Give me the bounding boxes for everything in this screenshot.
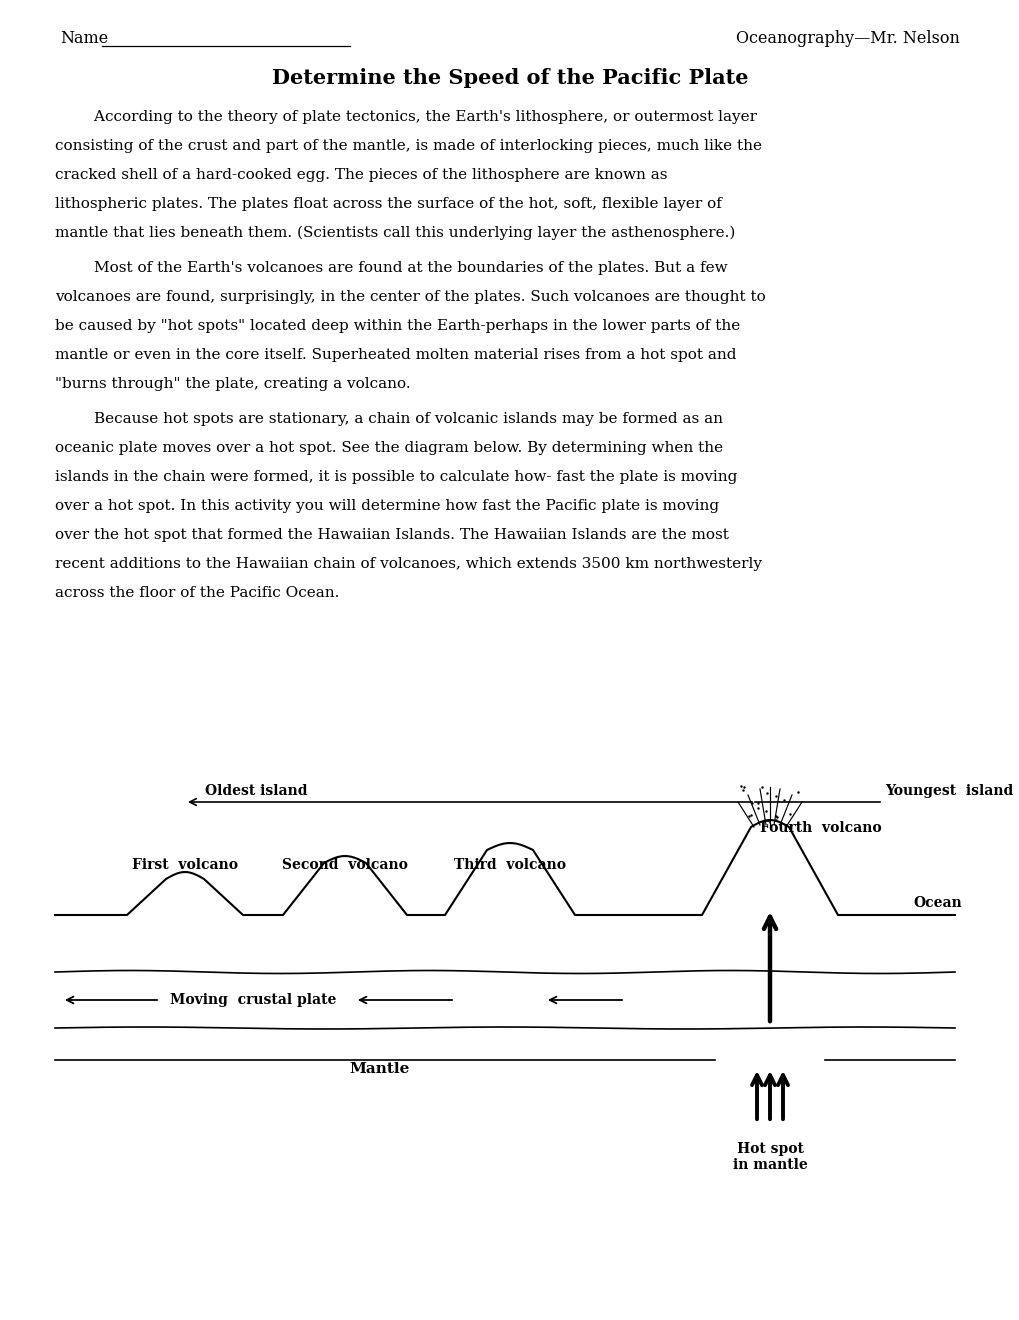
Text: Because hot spots are stationary, a chain of volcanic islands may be formed as a: Because hot spots are stationary, a chai…	[55, 412, 722, 426]
Text: over the hot spot that formed the Hawaiian Islands. The Hawaiian Islands are the: over the hot spot that formed the Hawaii…	[55, 528, 729, 543]
Text: mantle or even in the core itself. Superheated molten material rises from a hot : mantle or even in the core itself. Super…	[55, 348, 736, 362]
Text: Third  volcano: Third volcano	[453, 858, 566, 873]
Text: Moving  crustal plate: Moving crustal plate	[170, 993, 336, 1007]
Text: Oceanography—Mr. Nelson: Oceanography—Mr. Nelson	[736, 30, 959, 48]
Text: According to the theory of plate tectonics, the Earth's lithosphere, or outermos: According to the theory of plate tectoni…	[55, 110, 756, 124]
Text: First  volcano: First volcano	[131, 858, 237, 873]
Text: cracked shell of a hard-cooked egg. The pieces of the lithosphere are known as: cracked shell of a hard-cooked egg. The …	[55, 168, 666, 182]
Text: lithospheric plates. The plates float across the surface of the hot, soft, flexi: lithospheric plates. The plates float ac…	[55, 197, 721, 211]
Text: Youngest  island: Youngest island	[884, 784, 1012, 799]
Text: mantle that lies beneath them. (Scientists call this underlying layer the asthen: mantle that lies beneath them. (Scientis…	[55, 226, 735, 240]
Text: consisting of the crust and part of the mantle, is made of interlocking pieces, : consisting of the crust and part of the …	[55, 139, 761, 153]
Text: oceanic plate moves over a hot spot. See the diagram below. By determining when : oceanic plate moves over a hot spot. See…	[55, 441, 722, 455]
Text: across the floor of the Pacific Ocean.: across the floor of the Pacific Ocean.	[55, 586, 339, 601]
Text: Hot spot
in mantle: Hot spot in mantle	[732, 1142, 807, 1172]
Text: Determine the Speed of the Pacific Plate: Determine the Speed of the Pacific Plate	[271, 69, 748, 88]
Text: Second  volcano: Second volcano	[282, 858, 408, 873]
Text: Name: Name	[60, 30, 108, 48]
Text: islands in the chain were formed, it is possible to calculate how- fast the plat: islands in the chain were formed, it is …	[55, 470, 737, 484]
Text: over a hot spot. In this activity you will determine how fast the Pacific plate : over a hot spot. In this activity you wi…	[55, 499, 718, 513]
Text: recent additions to the Hawaiian chain of volcanoes, which extends 3500 km north: recent additions to the Hawaiian chain o…	[55, 557, 761, 572]
Text: be caused by "hot spots" located deep within the Earth-perhaps in the lower part: be caused by "hot spots" located deep wi…	[55, 319, 740, 333]
Text: Mantle: Mantle	[350, 1063, 410, 1076]
Text: Oldest island: Oldest island	[205, 784, 307, 799]
Text: Most of the Earth's volcanoes are found at the boundaries of the plates. But a f: Most of the Earth's volcanoes are found …	[55, 261, 727, 275]
Text: Fourth  volcano: Fourth volcano	[759, 821, 880, 836]
Text: "burns through" the plate, creating a volcano.: "burns through" the plate, creating a vo…	[55, 378, 411, 391]
Text: Ocean: Ocean	[912, 896, 961, 909]
Text: volcanoes are found, surprisingly, in the center of the plates. Such volcanoes a: volcanoes are found, surprisingly, in th…	[55, 290, 765, 304]
